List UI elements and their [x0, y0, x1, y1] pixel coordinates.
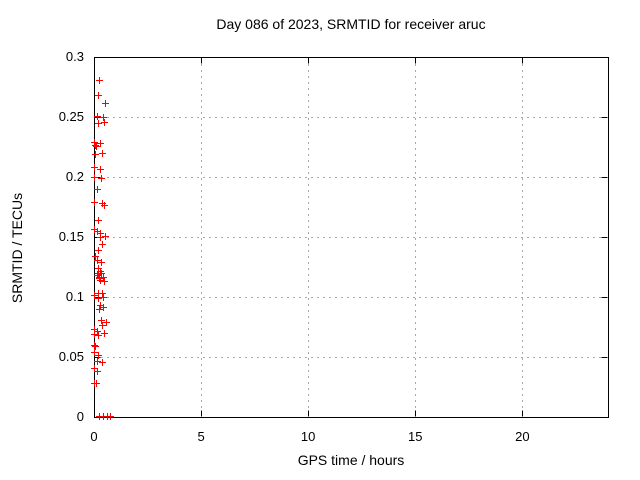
x-tick-label: 15 — [408, 429, 423, 444]
y-tick-label: 0.15 — [58, 229, 84, 244]
x-tick-label: 20 — [515, 429, 530, 444]
x-axis-title: GPS time / hours — [297, 452, 405, 468]
x-tick-label: 0 — [90, 429, 98, 444]
x-tick-label: 10 — [300, 429, 316, 444]
y-tick-label: 0.05 — [58, 349, 84, 364]
y-tick-label: 0.2 — [65, 169, 84, 184]
chart-title: Day 086 of 2023, SRMTID for receiver aru… — [216, 16, 486, 32]
y-tick-label: 0.3 — [65, 49, 84, 64]
x-tick-label: 5 — [197, 429, 205, 444]
y-tick-label: 0.1 — [65, 289, 84, 304]
y-tick-label: 0.25 — [58, 109, 84, 124]
y-tick-label: 0 — [76, 409, 84, 424]
data-point-markers — [91, 77, 114, 420]
